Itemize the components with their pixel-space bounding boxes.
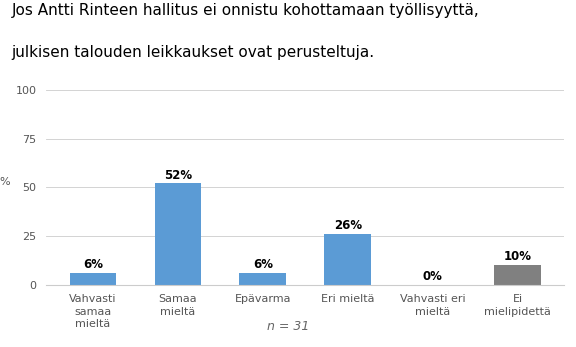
Y-axis label: %: % — [0, 177, 10, 187]
Text: 52%: 52% — [164, 169, 192, 181]
Text: 10%: 10% — [503, 250, 532, 263]
Text: n = 31: n = 31 — [267, 320, 309, 333]
Text: 26%: 26% — [334, 219, 362, 232]
Text: 6%: 6% — [83, 258, 103, 271]
Bar — [240, 273, 286, 285]
Bar — [494, 265, 541, 285]
Bar — [324, 234, 371, 285]
Bar — [70, 273, 116, 285]
Text: 0%: 0% — [423, 270, 442, 282]
Text: Jos Antti Rinteen hallitus ei onnistu kohottamaan työllisyyttä,: Jos Antti Rinteen hallitus ei onnistu ko… — [12, 3, 479, 18]
Text: julkisen talouden leikkaukset ovat perusteltuja.: julkisen talouden leikkaukset ovat perus… — [12, 45, 374, 60]
Text: 6%: 6% — [253, 258, 273, 271]
Bar — [154, 184, 201, 285]
